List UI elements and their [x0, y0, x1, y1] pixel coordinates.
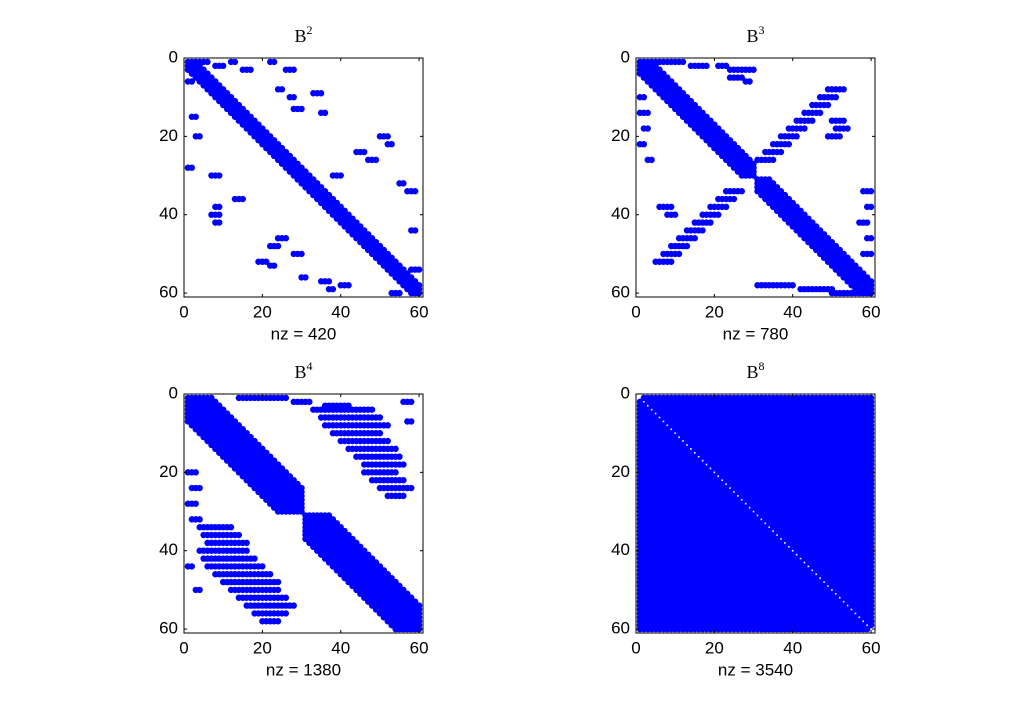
x-tick-label: 40	[331, 302, 350, 321]
axes-box	[635, 393, 876, 634]
x-tick-label: 60	[862, 302, 881, 321]
x-tick-label: 0	[631, 638, 640, 657]
x-tick-label: 0	[179, 638, 188, 657]
title-exponent: 3	[759, 23, 765, 37]
title-base: B	[294, 26, 306, 46]
x-tick-label: 60	[410, 302, 429, 321]
x-tick-label: 20	[253, 638, 272, 657]
x-tick-label: 20	[253, 302, 272, 321]
axes-box	[183, 57, 424, 298]
x-axis-label: nz = 420	[271, 324, 337, 343]
x-tick-label: 40	[783, 638, 802, 657]
markers	[636, 58, 875, 297]
x-axis-label: nz = 3540	[718, 660, 793, 679]
title-base: B	[294, 362, 306, 382]
title-exponent: 8	[759, 359, 765, 373]
x-tick-label: 60	[862, 638, 881, 657]
markers	[636, 394, 875, 633]
x-tick-label: 40	[331, 638, 350, 657]
y-tick-label: 20	[611, 126, 630, 145]
title-base: B	[746, 362, 758, 382]
y-tick-label: 0	[621, 47, 630, 66]
x-tick-label: 60	[410, 638, 429, 657]
x-tick-label: 40	[783, 302, 802, 321]
x-tick-label: 20	[705, 302, 724, 321]
chart-title: B8	[746, 359, 764, 382]
markers	[184, 394, 423, 633]
x-tick-label: 20	[705, 638, 724, 657]
y-tick-label: 60	[159, 619, 178, 638]
axes-box	[183, 393, 424, 634]
y-tick-label: 40	[159, 540, 178, 559]
x-tick-label: 0	[631, 302, 640, 321]
title-exponent: 2	[307, 23, 313, 37]
y-tick-label: 20	[159, 462, 178, 481]
y-tick-label: 40	[611, 540, 630, 559]
chart-title: B2	[294, 23, 312, 46]
y-tick-label: 60	[159, 283, 178, 302]
axes-box	[635, 57, 876, 298]
y-tick-label: 40	[611, 204, 630, 223]
y-tick-label: 60	[611, 283, 630, 302]
y-tick-label: 40	[159, 204, 178, 223]
title-exponent: 4	[307, 359, 313, 373]
y-tick-label: 60	[611, 619, 630, 638]
y-tick-label: 0	[169, 383, 178, 402]
y-tick-label: 20	[611, 462, 630, 481]
title-base: B	[746, 26, 758, 46]
y-tick-label: 20	[159, 126, 178, 145]
x-axis-label: nz = 780	[723, 324, 789, 343]
chart-title: B4	[294, 359, 312, 382]
markers	[184, 58, 423, 297]
y-tick-label: 0	[621, 383, 630, 402]
x-axis-label: nz = 1380	[266, 660, 341, 679]
chart-title: B3	[746, 23, 764, 46]
x-tick-label: 0	[179, 302, 188, 321]
y-tick-label: 0	[169, 47, 178, 66]
